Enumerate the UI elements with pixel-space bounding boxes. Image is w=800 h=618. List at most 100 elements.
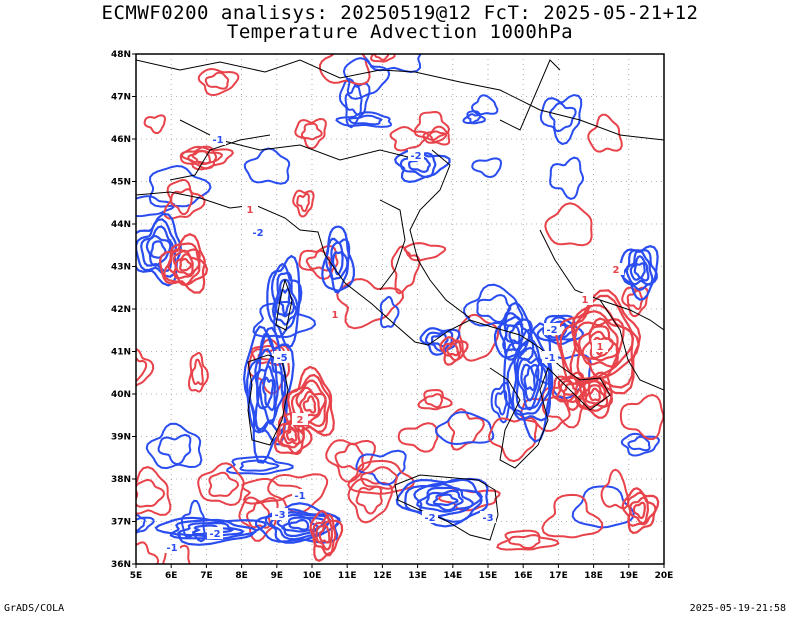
contour-line [281,365,335,437]
contour-line [629,255,650,282]
lat-tick-label: 45N [111,178,131,188]
contour-line [404,478,483,523]
lon-tick-label: 13E [408,571,427,581]
lat-tick-label: 46N [111,135,131,145]
contour-line [397,422,439,453]
contour-label-bg [164,541,180,553]
contour-line [548,102,577,133]
footer-credit: GrADS/COLA [4,603,65,614]
contour-line [197,67,240,97]
contour-line [180,145,235,171]
contour-line [329,241,349,281]
contour-line [562,383,578,396]
contour-line [578,317,619,368]
contour-line [442,339,462,362]
contour-line [292,189,315,218]
contour-line [325,439,376,483]
contour-label: 2 [297,415,304,426]
contour-line [241,478,302,505]
contour-line [136,466,172,516]
contour-line [143,114,167,134]
contour-line [446,342,460,357]
contour-label: -3 [482,513,493,524]
contour-line [584,384,606,405]
contour-line [628,496,650,525]
contour-label: 1 [597,342,604,353]
contour-line [197,462,245,507]
contour-line [347,114,383,126]
contour-line [626,289,644,311]
contour-line [157,433,192,466]
contour-line [516,357,544,411]
contour-line [145,422,203,470]
contour-line [498,312,533,361]
contour-line [136,195,176,218]
contour-line [559,294,634,389]
contour-line [275,278,296,318]
contour-line [298,390,320,417]
contour-label-bg [577,293,593,305]
contour-line [262,376,275,407]
contour-line [536,314,584,346]
contour-line [312,513,337,557]
contour-line [539,93,583,146]
contour-line [154,516,268,546]
contour-label-bg [274,351,290,363]
contour-line [342,57,391,100]
lon-tick-label: 19E [619,571,638,581]
contour-label: 1 [247,205,254,216]
contour-line [290,379,327,428]
contour-line [136,541,160,564]
contour-label: -2 [252,228,263,239]
contour-line [282,422,301,446]
contour-label: -2 [546,325,557,336]
lon-tick-label: 5E [130,571,142,581]
lat-tick-label: 41N [111,348,131,358]
contour-label-bg [210,133,226,145]
contour-label: -1 [544,353,555,364]
contour-line [266,254,301,349]
contour-line [300,122,323,141]
contour-label-bg [327,308,343,320]
contour-line [136,357,148,383]
contour-line [315,520,334,551]
contour-line [285,426,298,442]
contour-line [581,325,620,362]
contour-line [245,500,271,529]
contour-line [179,145,218,170]
contour-line [140,225,174,272]
lon-tick-label: 12E [373,571,392,581]
contour-line [355,485,383,515]
lon-tick-label: 6E [165,571,177,581]
lon-tick-label: 7E [200,571,212,581]
contour-line [302,395,317,414]
contour-label-bg [480,511,496,523]
contour-line [625,249,654,286]
lat-tick-label: 47N [111,93,131,103]
contour-line [332,251,344,276]
contour-line [588,330,614,360]
contour-line [432,493,459,507]
contour-line [571,485,635,529]
lon-tick-label: 8E [235,571,247,581]
contour-line [587,113,623,153]
contour-line [136,348,155,387]
contour-label: -2 [410,151,421,162]
contour-label: -3 [274,510,285,521]
contour-line [270,262,303,339]
contour-line [620,432,661,457]
contour-line [258,364,277,412]
contour-line [422,125,451,146]
contour-label-bg [592,340,608,352]
contour-line [424,393,444,409]
lon-tick-label: 10E [303,571,322,581]
contour-label: -1 [212,135,223,146]
contour-line [305,249,332,272]
contour-line [191,150,223,166]
contour-line [619,393,664,441]
contour-line [429,130,448,143]
axis-ticks: 5E 6E 7E 8E 9E 10E 11E 12E 13E 14E 15E 16E 17E 18E 19E… [111,50,673,581]
contour-line [162,544,191,564]
contour-line [471,157,503,179]
contour-label: 1 [582,295,589,306]
